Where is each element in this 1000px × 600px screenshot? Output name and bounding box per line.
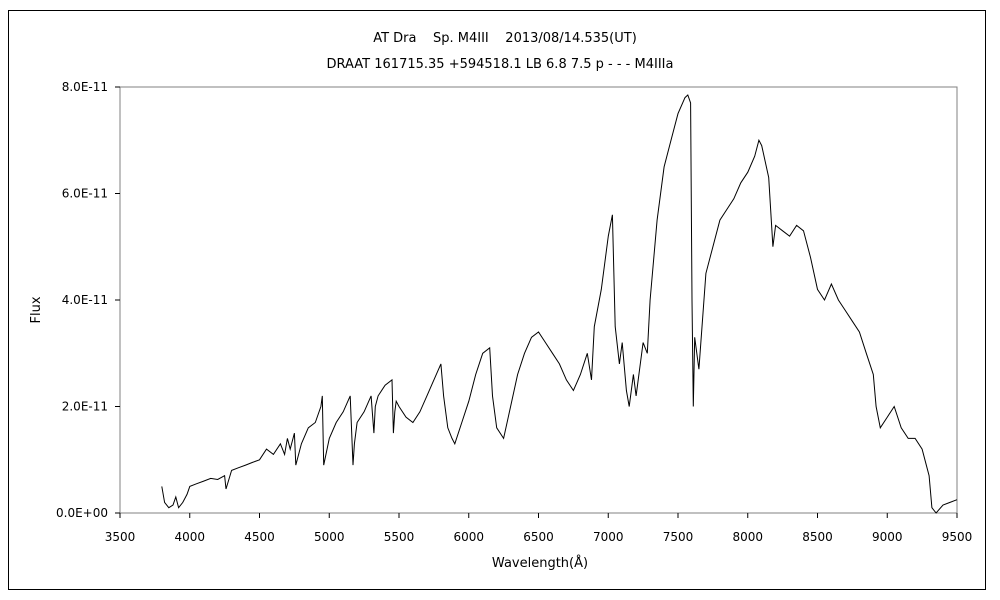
y-tick-label: 0.0E+00: [56, 506, 108, 520]
chart-subtitle: DRAAT 161715.35 +594518.1 LB 6.8 7.5 p -…: [327, 57, 674, 72]
y-axis-label: Flux: [29, 296, 44, 323]
x-axis: 3500 4000 4500 5000 5500 6000 6500 7000 7500 8000…: [105, 513, 973, 544]
x-tick-label: 4000: [174, 530, 205, 544]
x-tick-label: 5000: [314, 530, 345, 544]
y-tick-label: 8.0E-11: [62, 80, 108, 94]
x-tick-label: 8500: [802, 530, 833, 544]
x-tick-label: 6500: [523, 530, 554, 544]
y-tick-label: 4.0E-11: [62, 293, 108, 307]
x-tick-label: 7500: [663, 530, 694, 544]
x-tick-label: 6000: [453, 530, 484, 544]
chart-title: AT Dra Sp. M4III 2013/08/14.535(UT): [373, 31, 637, 46]
y-tick-label: 2.0E-11: [62, 400, 108, 414]
plot-area: [119, 86, 958, 514]
y-axis: 0.0E+00 2.0E-11 4.0E-11 6.0E-11 8.0E-11: [56, 80, 120, 520]
y-tick-label: 6.0E-11: [62, 187, 108, 201]
chart-frame: [8, 10, 986, 590]
x-tick-label: 4500: [244, 530, 275, 544]
x-tick-label: 3500: [105, 530, 136, 544]
x-axis-label: Wavelength(Å): [492, 555, 588, 571]
spectrum-line: [161, 94, 958, 514]
x-tick-label: 7000: [593, 530, 624, 544]
x-tick-label: 9000: [872, 530, 903, 544]
x-tick-label: 9500: [942, 530, 973, 544]
x-tick-label: 8000: [732, 530, 763, 544]
x-tick-label: 5500: [384, 530, 415, 544]
